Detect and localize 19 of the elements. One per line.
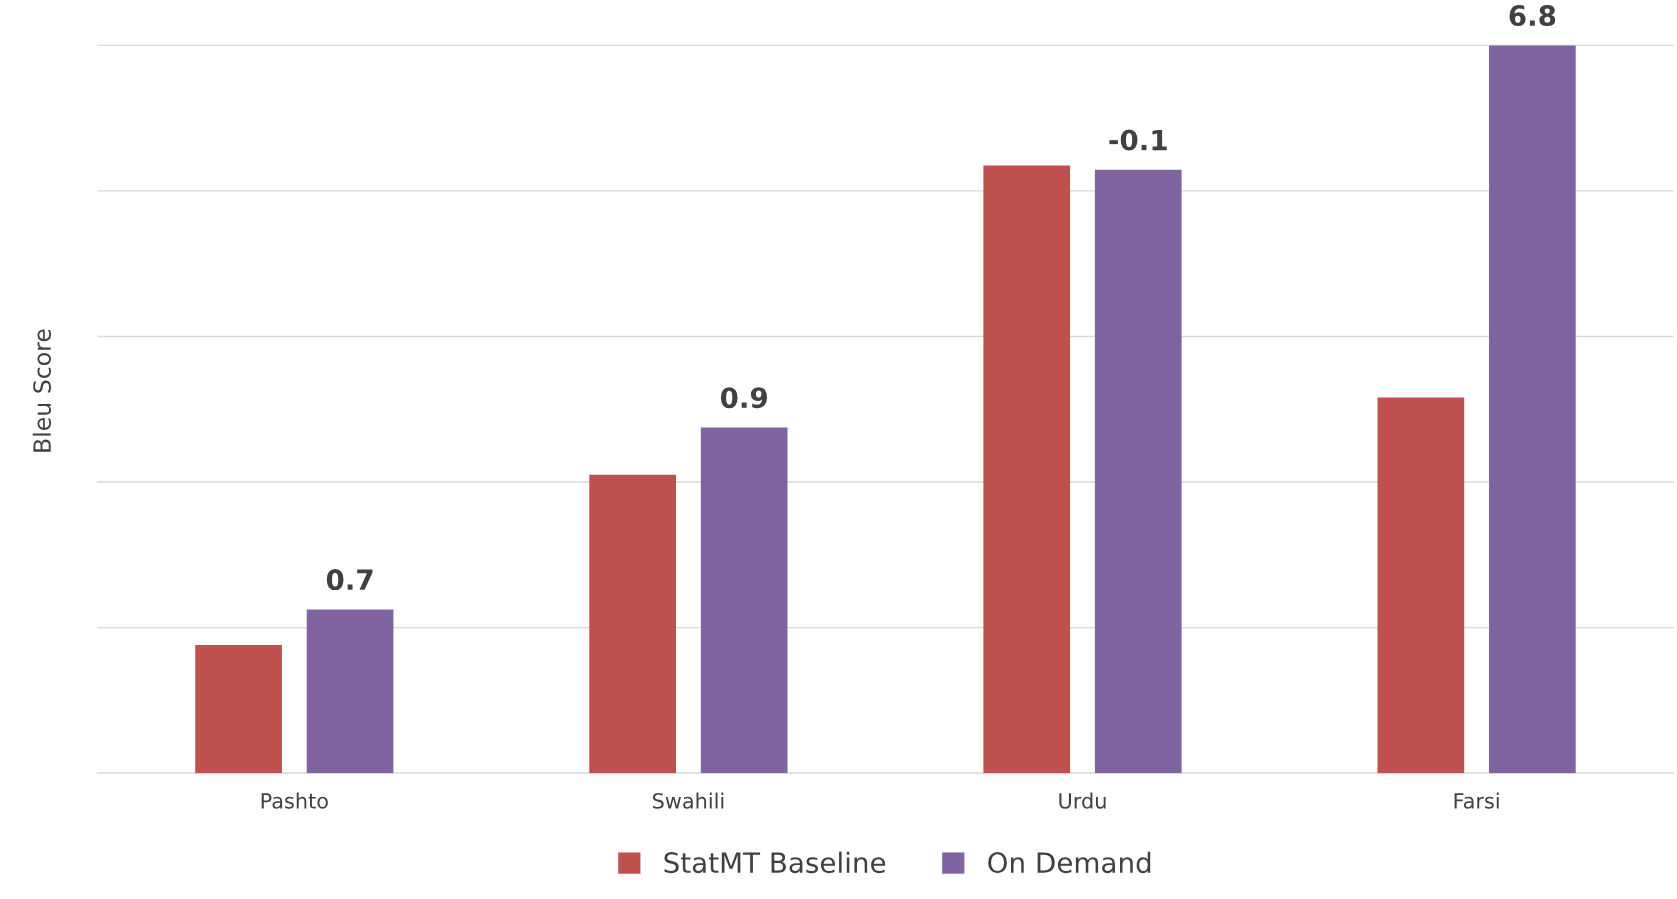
bar bbox=[195, 645, 282, 774]
x-tick-label: Urdu bbox=[1059, 792, 1106, 809]
bar bbox=[589, 474, 676, 774]
bar bbox=[1094, 169, 1182, 774]
bar bbox=[1377, 397, 1465, 774]
legend-label: StatMT Baseline bbox=[664, 851, 886, 874]
x-tick-label: Pashto bbox=[261, 792, 328, 809]
y-axis-title: Bleu Score bbox=[32, 329, 52, 452]
text: 6.8 bbox=[1509, 5, 1556, 27]
x-tick-label: Farsi bbox=[1454, 792, 1499, 809]
bar bbox=[983, 165, 1071, 774]
x-tick-label: Swahili bbox=[652, 792, 724, 809]
legend-label: On Demand bbox=[988, 851, 1151, 874]
annotation: -0.1 bbox=[1109, 129, 1167, 151]
bar bbox=[306, 609, 394, 774]
bar bbox=[700, 427, 788, 774]
bar bbox=[1489, 45, 1576, 774]
annotation: 0.9 bbox=[720, 387, 767, 409]
annotation: 0.7 bbox=[326, 569, 373, 591]
